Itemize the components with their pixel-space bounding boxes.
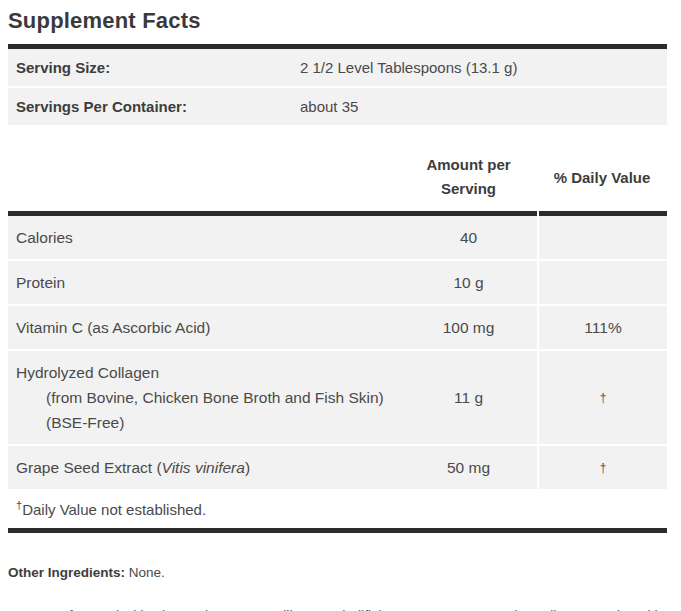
other-ingredients-label: Other Ingredients:: [8, 565, 125, 580]
supplement-facts-panel: Supplement Facts Serving Size: 2 1/2 Lev…: [0, 0, 681, 611]
table-row-grape-seed-extract: Grape Seed Extract (Vitis vinifera) 50 m…: [8, 446, 667, 489]
nutrient-dv: †: [537, 446, 667, 489]
nutrient-name: Hydrolyzed Collagen (from Bovine, Chicke…: [8, 351, 400, 444]
table-row-protein: Protein 10 g: [8, 261, 667, 304]
table-row-calories: Calories 40: [8, 216, 667, 259]
nutrient-dv: †: [537, 351, 667, 444]
dagger-symbol: †: [600, 391, 607, 405]
column-headers: Amount per Serving % Daily Value: [8, 127, 667, 211]
servings-per-container-label: Servings Per Container:: [16, 97, 300, 116]
other-ingredients-value: None.: [129, 565, 165, 580]
nutrient-amount: 11 g: [400, 351, 537, 444]
table-row-vitamin-c: Vitamin C (as Ascorbic Acid) 100 mg 111%: [8, 306, 667, 349]
nutrient-dv: [537, 216, 667, 259]
nutrient-amount: 10 g: [400, 261, 537, 304]
allergen-note: Not manufactured with wheat, gluten, soy…: [8, 602, 670, 611]
nutrient-name: Grape Seed Extract (Vitis vinifera): [8, 446, 400, 489]
divider-top: [8, 44, 667, 49]
divider-bottom: [8, 528, 667, 533]
daily-value-footnote: †Daily Value not established.: [8, 491, 667, 528]
amount-per-serving-header: Amount per Serving: [400, 153, 537, 201]
daily-value-header: % Daily Value: [537, 169, 667, 186]
nutrient-dv: [537, 261, 667, 304]
nutrient-name-main: Hydrolyzed Collagen: [16, 364, 159, 381]
table-row-hydrolyzed-collagen: Hydrolyzed Collagen (from Bovine, Chicke…: [8, 351, 667, 444]
serving-size-row: Serving Size: 2 1/2 Level Tablespoons (1…: [8, 49, 667, 86]
nutrient-name: Vitamin C (as Ascorbic Acid): [8, 306, 400, 349]
dagger-symbol: †: [600, 461, 607, 475]
nutrient-amount: 40: [400, 216, 537, 259]
divider-header: [8, 211, 667, 216]
nutrient-name: Calories: [8, 216, 400, 259]
page-title: Supplement Facts: [8, 8, 667, 34]
servings-per-container-row: Servings Per Container: about 35: [8, 88, 667, 125]
nutrient-name-sub: (from Bovine, Chicken Bone Broth and Fis…: [16, 385, 396, 435]
species-name: Vitis vinifera: [162, 459, 245, 476]
serving-size-label: Serving Size:: [16, 58, 300, 77]
servings-per-container-value: about 35: [300, 97, 659, 116]
nutrient-amount: 100 mg: [400, 306, 537, 349]
nutrient-amount: 50 mg: [400, 446, 537, 489]
nutrient-dv: 111%: [537, 306, 667, 349]
nutrient-name: Protein: [8, 261, 400, 304]
serving-size-value: 2 1/2 Level Tablespoons (13.1 g): [300, 58, 659, 77]
other-ingredients: Other Ingredients: None.: [8, 565, 667, 580]
facts-table: Serving Size: 2 1/2 Level Tablespoons (1…: [8, 44, 667, 533]
